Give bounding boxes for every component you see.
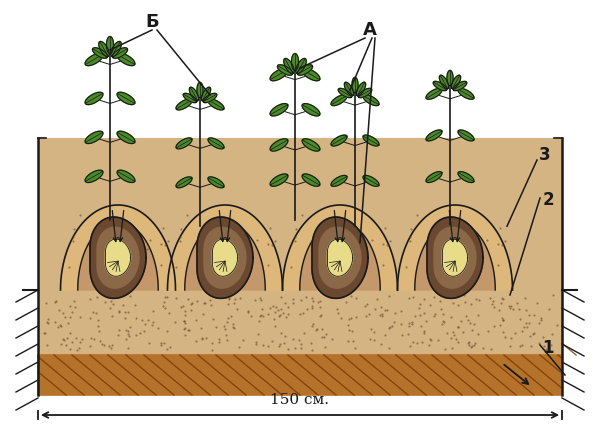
Polygon shape <box>106 239 131 276</box>
Polygon shape <box>85 54 103 65</box>
Polygon shape <box>111 42 121 56</box>
Polygon shape <box>197 217 253 298</box>
Polygon shape <box>97 227 139 288</box>
Polygon shape <box>426 88 442 99</box>
Polygon shape <box>167 205 283 290</box>
Polygon shape <box>331 175 347 186</box>
Polygon shape <box>197 82 203 98</box>
Polygon shape <box>358 88 372 98</box>
Polygon shape <box>183 93 197 103</box>
Polygon shape <box>203 93 217 103</box>
Text: 150 см.: 150 см. <box>271 393 329 407</box>
Polygon shape <box>185 222 265 290</box>
Polygon shape <box>270 174 288 186</box>
Polygon shape <box>451 75 461 89</box>
Polygon shape <box>117 54 135 65</box>
Polygon shape <box>415 222 495 290</box>
Polygon shape <box>453 81 467 91</box>
Polygon shape <box>363 175 379 186</box>
Polygon shape <box>363 135 379 146</box>
Polygon shape <box>458 130 474 141</box>
Polygon shape <box>447 70 453 86</box>
Text: А: А <box>363 21 377 39</box>
Polygon shape <box>398 205 512 290</box>
Polygon shape <box>270 104 288 116</box>
Polygon shape <box>292 54 299 71</box>
Polygon shape <box>85 131 103 143</box>
Polygon shape <box>277 65 293 75</box>
Polygon shape <box>78 222 158 290</box>
Polygon shape <box>85 170 103 182</box>
Polygon shape <box>328 239 353 276</box>
Polygon shape <box>352 77 358 92</box>
Polygon shape <box>319 227 361 288</box>
Polygon shape <box>300 222 380 290</box>
Polygon shape <box>302 139 320 151</box>
Polygon shape <box>426 130 442 141</box>
Polygon shape <box>331 135 347 146</box>
Polygon shape <box>112 48 128 58</box>
Polygon shape <box>99 42 109 56</box>
Polygon shape <box>344 82 353 96</box>
Polygon shape <box>458 88 474 99</box>
Polygon shape <box>442 239 467 276</box>
Polygon shape <box>212 239 238 276</box>
Polygon shape <box>202 87 211 101</box>
Polygon shape <box>439 75 449 89</box>
Polygon shape <box>85 92 103 104</box>
Polygon shape <box>296 59 306 74</box>
Polygon shape <box>117 92 135 104</box>
Polygon shape <box>204 227 246 288</box>
Polygon shape <box>427 217 483 298</box>
Polygon shape <box>331 95 347 106</box>
Polygon shape <box>433 81 447 91</box>
Polygon shape <box>176 177 192 188</box>
Polygon shape <box>312 217 368 298</box>
Text: 3: 3 <box>539 146 551 164</box>
Polygon shape <box>426 172 442 182</box>
Polygon shape <box>61 205 176 290</box>
Polygon shape <box>434 227 476 288</box>
Polygon shape <box>176 138 192 149</box>
Polygon shape <box>458 172 474 182</box>
Polygon shape <box>106 36 113 54</box>
Bar <box>38 138 562 355</box>
Polygon shape <box>302 68 320 81</box>
Polygon shape <box>190 87 199 101</box>
Polygon shape <box>284 59 294 74</box>
Polygon shape <box>302 174 320 186</box>
Polygon shape <box>90 217 146 298</box>
Polygon shape <box>117 131 135 143</box>
Polygon shape <box>270 139 288 151</box>
Text: 2: 2 <box>542 191 554 209</box>
Polygon shape <box>363 95 379 106</box>
Bar <box>38 355 562 395</box>
Polygon shape <box>356 82 365 96</box>
Polygon shape <box>270 68 288 81</box>
Polygon shape <box>208 138 224 149</box>
Text: 1: 1 <box>542 339 554 357</box>
Polygon shape <box>338 88 352 98</box>
Polygon shape <box>283 205 398 290</box>
Polygon shape <box>92 48 107 58</box>
Polygon shape <box>176 99 192 110</box>
Text: Б: Б <box>145 13 159 31</box>
Polygon shape <box>117 170 135 182</box>
Polygon shape <box>208 99 224 110</box>
Polygon shape <box>298 65 313 75</box>
Polygon shape <box>208 177 224 188</box>
Polygon shape <box>302 104 320 116</box>
